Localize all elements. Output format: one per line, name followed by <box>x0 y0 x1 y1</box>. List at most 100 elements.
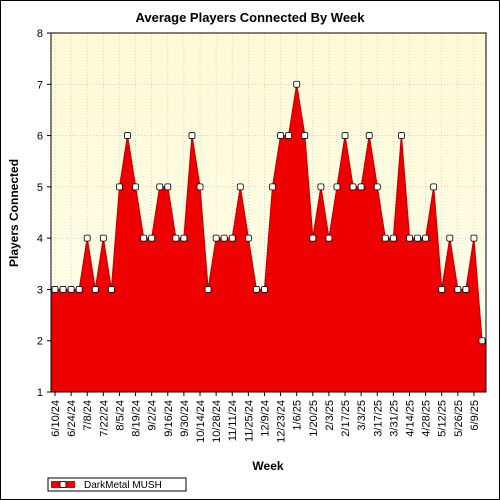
x-tick-label: 11/11/24 <box>227 400 239 441</box>
x-tick-label: 3/17/25 <box>372 400 384 437</box>
y-tick-label: 1 <box>37 387 43 399</box>
legend-box <box>47 477 187 492</box>
data-point <box>116 183 123 191</box>
data-point <box>398 132 405 139</box>
x-tick-label: 10/14/24 <box>195 400 207 443</box>
y-tick-label: 7 <box>37 79 43 91</box>
x-tick-label: 6/9/25 <box>469 400 481 431</box>
x-tick-label: 12/23/24 <box>276 400 288 443</box>
series-markers <box>51 80 486 345</box>
x-tick-label: 2/3/25 <box>324 400 336 431</box>
data-point <box>107 286 115 293</box>
x-tick-label: 1/20/25 <box>308 400 320 437</box>
y-tick-label: 5 <box>37 182 43 194</box>
data-point <box>406 234 413 242</box>
data-point <box>317 183 325 191</box>
x-tick-label: 1/6/25 <box>292 400 304 431</box>
legend: DarkMetal MUSH <box>47 477 187 492</box>
data-point <box>244 234 252 242</box>
data-point <box>414 234 421 242</box>
data-point <box>156 183 164 191</box>
data-point <box>389 234 397 242</box>
data-point <box>204 286 212 293</box>
x-tick-label: 12/9/24 <box>259 400 271 437</box>
data-point <box>462 286 470 293</box>
data-point <box>67 286 75 293</box>
data-point <box>140 234 148 242</box>
x-tick-label: 6/10/24 <box>50 400 62 437</box>
data-point <box>212 234 220 242</box>
x-tick-label: 3/31/25 <box>388 400 400 437</box>
data-point <box>365 132 373 139</box>
x-tick-label: 3/3/25 <box>356 400 368 431</box>
data-point <box>228 234 236 242</box>
data-point <box>349 183 357 191</box>
data-point <box>83 234 91 242</box>
x-tick-label: 8/19/24 <box>131 400 143 437</box>
x-tick-label: 9/16/24 <box>163 400 175 437</box>
x-tick-label: 5/26/25 <box>453 400 465 437</box>
data-point <box>51 286 59 293</box>
y-tick-label: 2 <box>37 336 43 348</box>
x-axis-title: Week <box>252 459 283 473</box>
data-point <box>341 132 349 139</box>
x-tick-label: 4/14/25 <box>404 400 416 437</box>
x-tick-label: 2/17/25 <box>340 400 352 437</box>
data-point <box>478 337 486 345</box>
data-point <box>422 234 430 242</box>
data-point <box>164 183 172 191</box>
legend-marker <box>59 481 67 488</box>
x-tick-label: 11/25/24 <box>243 400 255 442</box>
data-point <box>285 132 293 139</box>
y-tick-label: 6 <box>37 131 43 143</box>
x-tick-label: 4/28/25 <box>421 400 433 437</box>
legend-label: DarkMetal MUSH <box>84 480 162 491</box>
x-tick-label: 9/2/24 <box>147 400 159 431</box>
chart-title: Average Players Connected By Week <box>135 10 365 25</box>
data-point <box>381 234 389 242</box>
data-point <box>357 183 365 191</box>
x-tick-label: 10/28/24 <box>211 400 223 443</box>
data-point <box>454 286 462 293</box>
x-tick-label: 9/30/24 <box>179 400 191 437</box>
y-axis-ticks: 1 2 3 4 5 6 7 8 <box>37 28 51 399</box>
data-point <box>373 183 381 191</box>
data-point <box>75 286 83 293</box>
plot-border <box>50 32 487 393</box>
data-point <box>470 234 478 242</box>
data-point <box>220 234 228 242</box>
data-point <box>293 80 301 88</box>
data-point <box>277 132 284 139</box>
data-point <box>148 234 156 242</box>
data-point <box>253 286 260 293</box>
data-point <box>325 234 333 242</box>
y-tick-label: 8 <box>37 28 43 40</box>
x-axis-ticks: 6/10/24 6/24/24 7/8/24 7/22/24 8/5/24 8/19/24… <box>50 392 481 443</box>
x-tick-label: 6/24/24 <box>66 400 78 437</box>
data-point <box>188 132 196 139</box>
data-point <box>59 286 67 293</box>
data-point <box>180 234 188 242</box>
x-tick-label: 7/8/24 <box>82 400 94 431</box>
x-tick-label: 7/22/24 <box>98 400 110 437</box>
data-point <box>333 183 341 191</box>
data-point <box>261 286 268 293</box>
y-tick-label: 4 <box>37 233 43 245</box>
data-point <box>438 286 446 293</box>
x-tick-label: 5/12/25 <box>437 400 449 437</box>
data-point <box>301 132 309 139</box>
data-point <box>446 234 454 242</box>
data-point <box>196 183 204 191</box>
x-tick-label: 8/5/24 <box>114 400 126 431</box>
data-point <box>91 286 99 293</box>
data-point <box>430 183 438 191</box>
data-point <box>309 234 317 242</box>
data-point <box>99 234 107 242</box>
y-tick-label: 3 <box>37 284 43 296</box>
y-axis-title: Players Connected <box>7 159 21 267</box>
data-point <box>124 132 131 139</box>
data-point <box>269 183 276 191</box>
data-point <box>236 183 244 191</box>
data-point <box>172 234 180 242</box>
